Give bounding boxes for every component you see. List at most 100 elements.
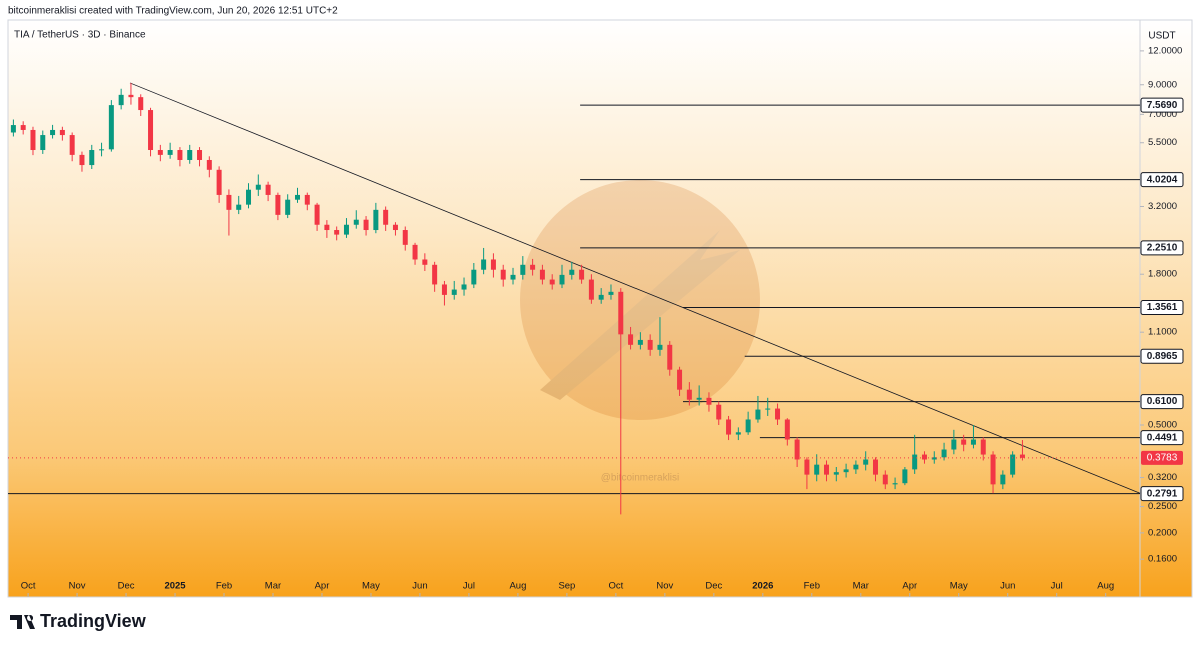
- candle-body: [588, 279, 594, 300]
- candle-body: [569, 269, 575, 275]
- y-tick-label: 1.8000: [1148, 269, 1177, 280]
- candle-body: [726, 419, 732, 435]
- candle-body: [872, 459, 878, 475]
- candle-body: [314, 204, 320, 225]
- candle-body: [128, 94, 134, 98]
- level-label-box: [1140, 394, 1184, 410]
- candle-body: [216, 169, 222, 195]
- x-tick-label: May: [950, 581, 968, 592]
- candle-body: [118, 94, 124, 106]
- level-label: 0.2791: [1147, 488, 1178, 499]
- level-label: 0.6100: [1147, 396, 1178, 407]
- candle-body: [294, 194, 300, 200]
- candle-body: [608, 291, 614, 295]
- candle-body: [10, 125, 16, 133]
- x-tick-label: Aug: [1097, 581, 1114, 592]
- candle-body: [1000, 474, 1006, 485]
- candle-body: [500, 269, 506, 280]
- candle-body: [980, 439, 986, 455]
- x-tick-label: Jun: [412, 581, 427, 592]
- candle-body: [285, 199, 291, 215]
- candle-body: [402, 230, 408, 245]
- candle-body: [383, 209, 389, 225]
- x-tick-label: May: [362, 581, 380, 592]
- candle-body: [853, 464, 859, 470]
- candle-body: [363, 219, 369, 231]
- candle-body: [824, 464, 830, 475]
- y-tick-label: 0.3200: [1148, 472, 1177, 483]
- x-tick-label: 2026: [752, 581, 773, 592]
- candle-body: [206, 159, 212, 170]
- candle-body: [912, 454, 918, 470]
- candle-body: [432, 264, 438, 285]
- candle-body: [177, 150, 183, 160]
- level-label: 2.2510: [1147, 243, 1178, 254]
- candle-body: [304, 194, 310, 205]
- candle-body: [99, 149, 105, 151]
- candle-body: [921, 454, 927, 460]
- x-tick-label: Jul: [1051, 581, 1063, 592]
- candle-body: [784, 419, 790, 440]
- last-price-box: [1141, 450, 1183, 465]
- candle-body: [775, 408, 781, 420]
- level-label-box: [1140, 172, 1184, 188]
- level-label: 4.0204: [1147, 174, 1178, 185]
- candle-body: [814, 464, 820, 475]
- candle-body: [422, 259, 428, 265]
- candle-body: [706, 397, 712, 405]
- candle-body: [951, 439, 957, 450]
- candle-body: [530, 264, 536, 270]
- watermark: @bitcoinmeraklisi: [601, 473, 680, 484]
- candle-body: [471, 269, 477, 285]
- candle-body: [882, 474, 888, 485]
- candle-body: [931, 457, 937, 460]
- x-tick-label: Jul: [463, 581, 475, 592]
- header: bitcoinmeraklisi created with TradingVie…: [8, 6, 338, 17]
- chart-title: TIA / TetherUS · 3D · Binance: [14, 30, 146, 41]
- candle-body: [324, 224, 330, 231]
- candle-body: [30, 129, 36, 151]
- x-tick-label: Dec: [118, 581, 135, 592]
- candle-body: [657, 344, 663, 350]
- candle-body: [392, 224, 398, 231]
- candle-body: [343, 224, 349, 235]
- x-tick-label: Mar: [853, 581, 869, 592]
- level-label: 7.5690: [1147, 100, 1178, 111]
- last-price-label: 0.3783: [1147, 452, 1178, 463]
- x-tick-label: Aug: [509, 581, 526, 592]
- emblem: [520, 180, 760, 420]
- candle-body: [246, 189, 252, 205]
- candle-body: [539, 269, 545, 280]
- candle-body: [618, 291, 624, 335]
- level-label: 0.4491: [1147, 432, 1178, 443]
- x-tick-label: Jun: [1000, 581, 1015, 592]
- candle-body: [441, 284, 447, 295]
- x-tick-label: Feb: [804, 581, 820, 592]
- level-label-box: [1140, 486, 1184, 502]
- candle-body: [559, 274, 565, 285]
- candles: [10, 82, 1025, 515]
- candle-body: [59, 129, 65, 136]
- footer-logo: TradingView: [10, 611, 147, 631]
- candle-body: [490, 259, 496, 270]
- candle-body: [794, 439, 800, 460]
- x-tick-label: Oct: [21, 581, 36, 592]
- candle-body: [686, 389, 692, 400]
- candle-body: [843, 469, 849, 473]
- candle-body: [677, 369, 683, 390]
- candle-body: [461, 284, 467, 290]
- candle-body: [1019, 454, 1025, 458]
- level-label-box: [1140, 240, 1184, 256]
- candle-body: [745, 419, 751, 433]
- candle-body: [667, 344, 673, 370]
- candle-body: [334, 230, 340, 235]
- candle-body: [510, 274, 516, 280]
- candle-body: [579, 269, 585, 280]
- y-tick-label: 0.5000: [1148, 420, 1177, 431]
- candle-body: [902, 469, 908, 484]
- y-tick-label: 0.2000: [1148, 527, 1177, 538]
- candle-body: [863, 459, 869, 465]
- candle-body: [892, 483, 898, 485]
- candle-body: [765, 408, 771, 410]
- candle-body: [197, 150, 203, 160]
